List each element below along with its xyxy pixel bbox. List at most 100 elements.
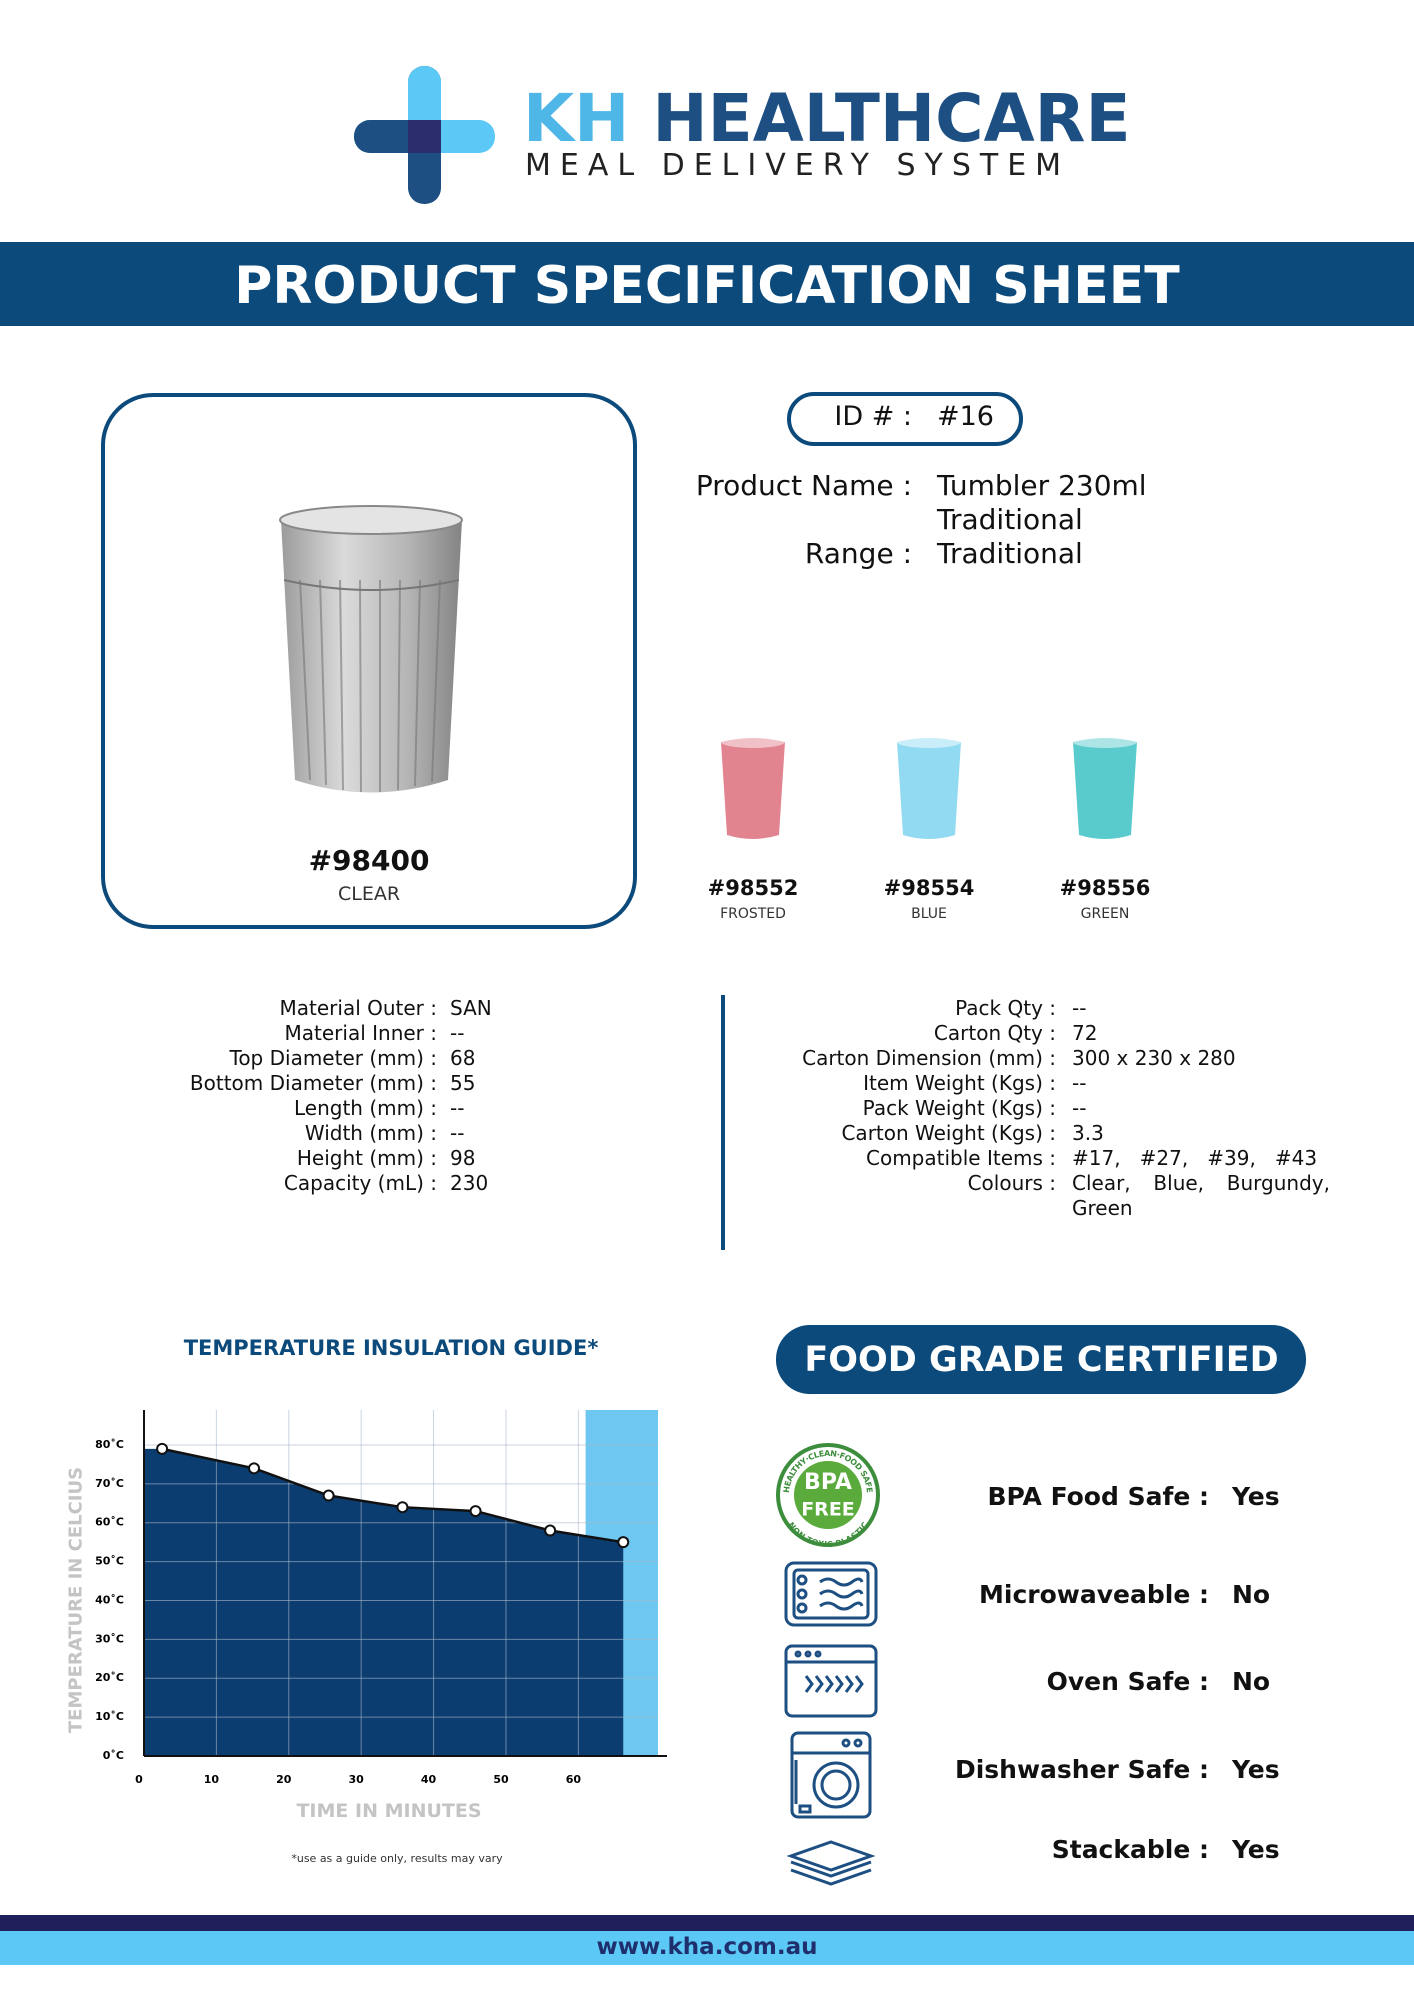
y-axis-label: TEMPERATURE IN CELCIUS bbox=[65, 1466, 87, 1734]
spec-label: Item Weight (Kgs) : bbox=[863, 1071, 1056, 1095]
x-tick-label: 30 bbox=[349, 1773, 365, 1786]
cert-label: Dishwasher Safe : bbox=[954, 1755, 1209, 1784]
spec-label: Compatible Items : bbox=[866, 1146, 1056, 1170]
logo bbox=[354, 66, 495, 204]
point bbox=[248, 1462, 261, 1475]
variant-colour: BLUE bbox=[911, 906, 947, 922]
icons bbox=[784, 1561, 878, 1886]
x-tick-label: 20 bbox=[276, 1773, 292, 1786]
tagline: MEAL DELIVERY SYSTEM bbox=[525, 148, 1071, 183]
spec-value: 98 bbox=[450, 1146, 476, 1170]
variant-image bbox=[897, 736, 961, 839]
spec-label: Material Inner : bbox=[284, 1021, 437, 1045]
variant-glass bbox=[897, 738, 961, 839]
x-tick-label: 60 bbox=[566, 1773, 582, 1786]
id-label: ID # : bbox=[834, 401, 912, 432]
x-tick-label: 50 bbox=[493, 1773, 509, 1786]
spec-label: Colours : bbox=[967, 1171, 1056, 1195]
y-tick-label: 40˚C bbox=[95, 1593, 124, 1606]
y-tick-label: 20˚C bbox=[95, 1671, 124, 1684]
spec-value: -- bbox=[450, 1121, 465, 1145]
point bbox=[544, 1524, 557, 1537]
spec-label: Top Diameter (mm) : bbox=[229, 1046, 438, 1070]
spec-label: Height (mm) : bbox=[296, 1146, 437, 1170]
cert-label: Oven Safe : bbox=[1046, 1667, 1209, 1696]
variant-image bbox=[1073, 736, 1137, 839]
cert-value: Yes bbox=[1232, 1755, 1280, 1784]
spec-value: 68 bbox=[450, 1046, 476, 1070]
variant-glass bbox=[721, 738, 785, 839]
variant-code: #98552 bbox=[707, 876, 799, 900]
point bbox=[617, 1536, 630, 1549]
spec-value: #17, #27, #39, #43 bbox=[1072, 1146, 1318, 1170]
variant-rim bbox=[721, 736, 785, 748]
cert-title: FOOD GRADE CERTIFIED bbox=[804, 1340, 1279, 1380]
x-tick-label: 10 bbox=[204, 1773, 220, 1786]
y-tick-label: 30˚C bbox=[95, 1632, 124, 1645]
banner-title: PRODUCT SPECIFICATION SHEET bbox=[234, 256, 1180, 316]
bpa-badge: HEALTHY·CLEAN·FOOD SAFE NON TOXIC PLASTI… bbox=[776, 1443, 880, 1549]
banner bbox=[0, 242, 1414, 326]
point bbox=[396, 1501, 409, 1514]
id-pill bbox=[787, 392, 1023, 446]
spec-label: Pack Weight (Kgs) : bbox=[862, 1096, 1056, 1120]
y-tick-label: 70˚C bbox=[95, 1477, 124, 1490]
name-label: Product Name : bbox=[695, 469, 912, 502]
name-value: Tumbler 230ml Traditional bbox=[937, 469, 1147, 536]
spec-value: 3.3 bbox=[1072, 1121, 1104, 1145]
variant-image bbox=[721, 736, 785, 839]
footer-url: www.kha.com.au bbox=[596, 1934, 818, 1960]
y-tick-label: 60˚C bbox=[95, 1516, 124, 1529]
spec-label: Length (mm) : bbox=[293, 1096, 437, 1120]
brand-a: KH bbox=[523, 80, 630, 157]
spec-value: -- bbox=[450, 1096, 465, 1120]
y-tick-label: 0˚C bbox=[103, 1749, 124, 1762]
spec-label: Pack Qty : bbox=[955, 996, 1056, 1020]
cert-label: Microwaveable : bbox=[979, 1580, 1209, 1609]
spec-value: -- bbox=[1072, 996, 1087, 1020]
cert-label: Stackable : bbox=[1051, 1835, 1209, 1864]
glass-image bbox=[279, 505, 463, 793]
variant-colour: GREEN bbox=[1080, 906, 1130, 922]
product-box bbox=[101, 393, 637, 929]
spec-label: Width (mm) : bbox=[304, 1121, 437, 1145]
variant-code: #98556 bbox=[1059, 876, 1151, 900]
brand-b: HEALTHCARE bbox=[652, 80, 1131, 157]
variant-rim bbox=[1073, 736, 1137, 748]
spec-value: 55 bbox=[450, 1071, 476, 1095]
spec-label: Carton Qty : bbox=[933, 1021, 1056, 1045]
spec-value: 230 bbox=[450, 1171, 489, 1195]
cert-value: Yes bbox=[1232, 1835, 1280, 1864]
y-tick-label: 80˚C bbox=[95, 1438, 124, 1451]
spec-label: Capacity (mL) : bbox=[283, 1171, 437, 1195]
variant-code: #98554 bbox=[883, 876, 975, 900]
spec-value: -- bbox=[450, 1021, 465, 1045]
point bbox=[469, 1505, 482, 1518]
footer-band-dark bbox=[0, 1915, 1414, 1931]
point bbox=[156, 1442, 169, 1455]
id-value: #16 bbox=[937, 401, 994, 432]
x-axis-label: TIME IN MINUTES bbox=[296, 1800, 482, 1822]
spec-value: 72 bbox=[1072, 1021, 1098, 1045]
chart: 0˚C 10˚C 20˚C 30˚C 40˚C 50˚C 60˚C 70˚C 80˚C 0 10 20… bbox=[95, 1410, 667, 1786]
variant-rim bbox=[897, 736, 961, 748]
spec-label: Carton Weight (Kgs) : bbox=[841, 1121, 1056, 1145]
spec-label: Carton Dimension (mm) : bbox=[802, 1046, 1056, 1070]
spec-value: SAN bbox=[450, 996, 492, 1020]
point bbox=[322, 1489, 335, 1502]
main-code: #98400 bbox=[308, 844, 430, 877]
chart-note: *use as a guide only, results may vary bbox=[291, 1852, 503, 1865]
badge-line1: BPA bbox=[804, 1470, 852, 1495]
area bbox=[144, 1448, 624, 1756]
brand: KH HEALTHCARE bbox=[523, 86, 1131, 152]
cert-label: BPA Food Safe : bbox=[987, 1482, 1209, 1511]
main-colour: CLEAR bbox=[337, 883, 401, 905]
cert-value: No bbox=[1232, 1580, 1271, 1609]
range-value: Traditional bbox=[937, 537, 1083, 570]
cert-value: Yes bbox=[1232, 1482, 1280, 1511]
spec-value: -- bbox=[1072, 1096, 1087, 1120]
spec-value: -- bbox=[1072, 1071, 1087, 1095]
spec-label: Bottom Diameter (mm) : bbox=[189, 1071, 437, 1095]
